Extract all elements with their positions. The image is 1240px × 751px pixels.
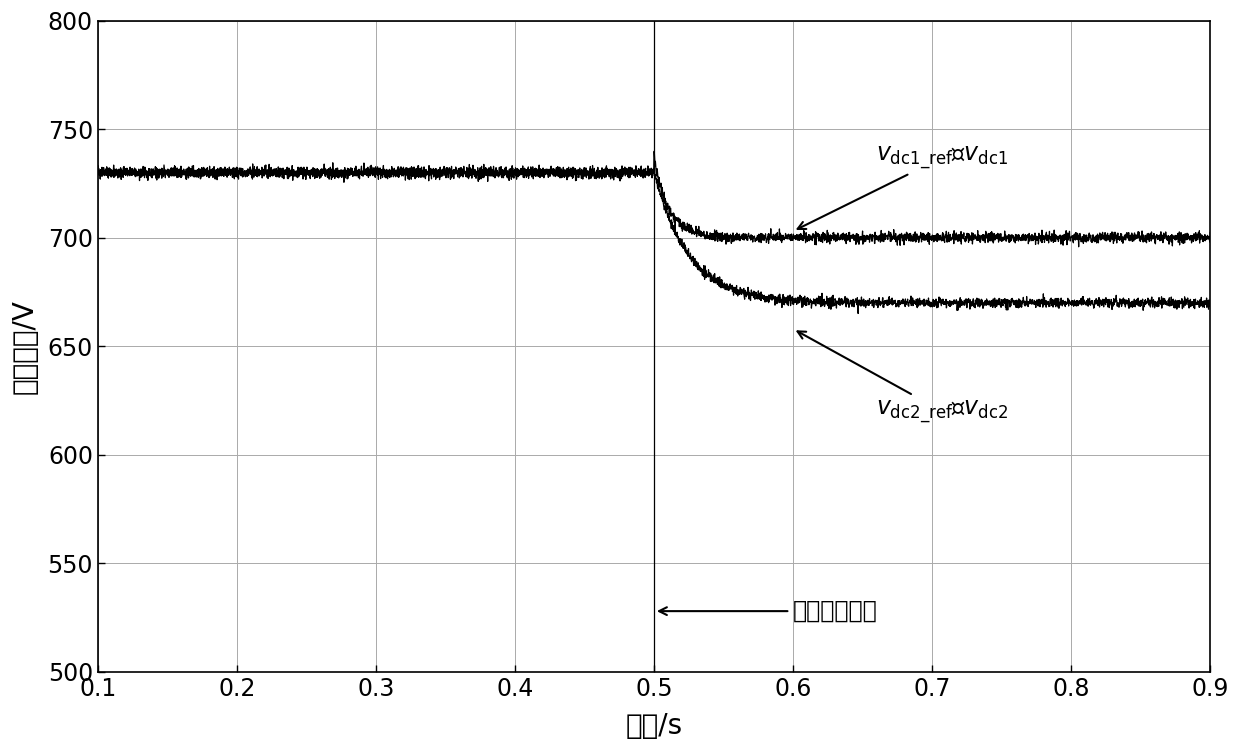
Text: $v_{\rm dc2\_ref}$与$v_{\rm dc2}$: $v_{\rm dc2\_ref}$与$v_{\rm dc2}$ [797, 331, 1008, 424]
Text: 指令改变时刻: 指令改变时刻 [660, 599, 878, 623]
Text: $v_{\rm dc1\_ref}$与$v_{\rm dc1}$: $v_{\rm dc1\_ref}$与$v_{\rm dc1}$ [797, 144, 1008, 229]
X-axis label: 时间/s: 时间/s [625, 712, 682, 740]
Y-axis label: 直流电压/V: 直流电压/V [11, 299, 40, 394]
